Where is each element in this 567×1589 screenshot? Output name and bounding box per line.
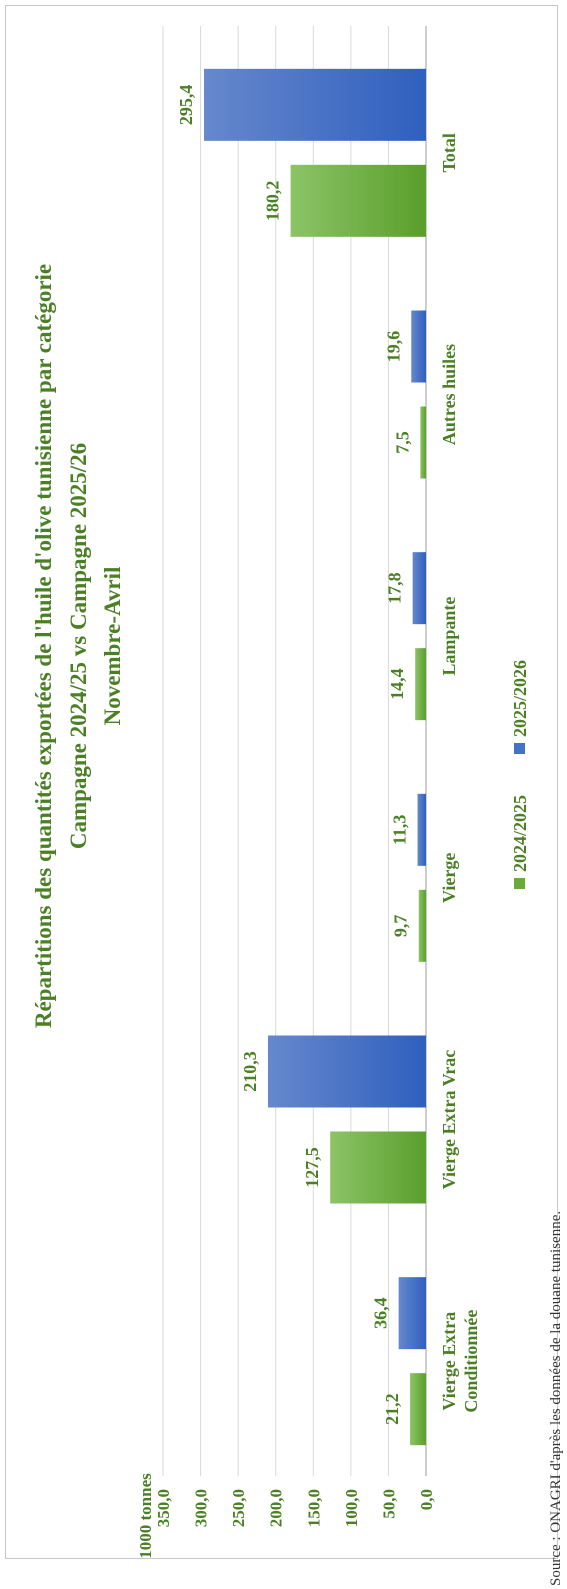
data-label: 17,8	[385, 572, 405, 604]
data-label: 7,5	[392, 431, 412, 454]
y-tick-label: 200,0	[267, 1489, 286, 1527]
category-label: Autres huiles	[439, 344, 459, 445]
bar	[418, 889, 426, 962]
source-note: Source : ONAGRI d'après les données de l…	[548, 1210, 564, 1586]
y-axis-title: 1000 tonnes	[136, 1473, 155, 1559]
data-label: 180,2	[263, 181, 283, 222]
legend-label: 2024/2025	[510, 795, 530, 872]
data-label: 210,3	[240, 1051, 260, 1092]
y-tick-label: 100,0	[342, 1489, 361, 1527]
legend-label: 2025/2026	[510, 660, 530, 737]
data-label: 36,4	[371, 1297, 391, 1329]
chart-frame: 0,0 50,0 100,0 150,0 200,0 250,0 300,0 350,0 100…	[5, 5, 558, 1559]
bar	[204, 68, 426, 141]
y-tick-label: 50,0	[379, 1489, 398, 1519]
data-label: 21,2	[382, 1393, 402, 1425]
chart-title: Répartitions des quantités exportées de …	[31, 264, 56, 1028]
data-label: 9,7	[391, 915, 411, 938]
y-tick-label: 150,0	[304, 1489, 323, 1527]
bar	[420, 406, 426, 479]
data-label: 127,5	[302, 1147, 322, 1188]
plot-area: 0,0 50,0 100,0 150,0 200,0 250,0 300,0 350,0100…	[31, 26, 530, 1559]
y-tick-label: 350,0	[154, 1489, 173, 1527]
y-tick-label: 250,0	[229, 1489, 248, 1527]
category-label: Vierge	[439, 853, 459, 903]
data-label: 14,4	[387, 668, 407, 700]
chart-svg: 0,0 50,0 100,0 150,0 200,0 250,0 300,0 350,0100…	[31, 26, 530, 1559]
category-label: Conditionnée	[461, 1310, 481, 1413]
data-label: 11,3	[390, 815, 410, 846]
y-tick-label: 0,0	[417, 1489, 436, 1510]
data-label: 295,4	[176, 85, 196, 126]
data-label: 19,6	[383, 331, 403, 363]
chart-title: Novembre-Avril	[100, 567, 125, 726]
y-tick-label: 300,0	[192, 1489, 211, 1527]
chart-title: Campagne 2024/25 vs Campagne 2025/26	[66, 443, 91, 849]
legend-swatch	[514, 878, 525, 889]
bar	[290, 164, 426, 237]
category-label: Vierge Extra Vrac	[439, 1050, 459, 1190]
bar	[267, 1035, 426, 1108]
bar	[415, 648, 426, 721]
bar	[411, 310, 426, 383]
legend-swatch	[514, 743, 525, 754]
bar	[412, 552, 426, 625]
bar	[410, 1373, 426, 1446]
category-label: Total	[439, 133, 459, 172]
category-label: Lampante	[439, 597, 459, 676]
category-label: Vierge Extra	[439, 1312, 459, 1411]
bar	[330, 1131, 426, 1204]
bar	[417, 793, 426, 866]
bar	[398, 1277, 426, 1350]
